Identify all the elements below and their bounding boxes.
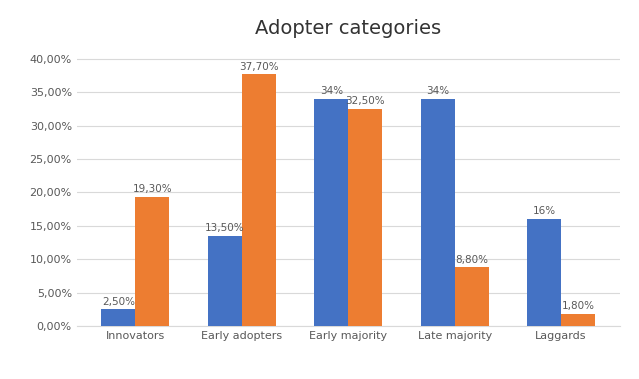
Text: 1,80%: 1,80% [562,301,595,311]
Text: 34%: 34% [426,86,449,96]
Bar [242,74,276,326]
Bar [420,99,455,326]
Bar [455,267,489,326]
Bar [561,314,595,326]
Bar [527,219,561,326]
Text: 8,80%: 8,80% [455,255,488,265]
Text: 16%: 16% [532,207,556,216]
Bar [348,109,382,326]
Text: 37,70%: 37,70% [239,61,279,72]
Text: 34%: 34% [320,86,343,96]
Bar [135,197,169,326]
Text: 13,50%: 13,50% [205,223,245,233]
Text: 19,30%: 19,30% [133,185,173,194]
Text: 2,50%: 2,50% [102,297,135,307]
Text: 32,50%: 32,50% [346,96,385,106]
Bar [208,236,242,326]
Title: Adopter categories: Adopter categories [255,19,442,38]
Bar [314,99,348,326]
Bar [102,309,135,326]
